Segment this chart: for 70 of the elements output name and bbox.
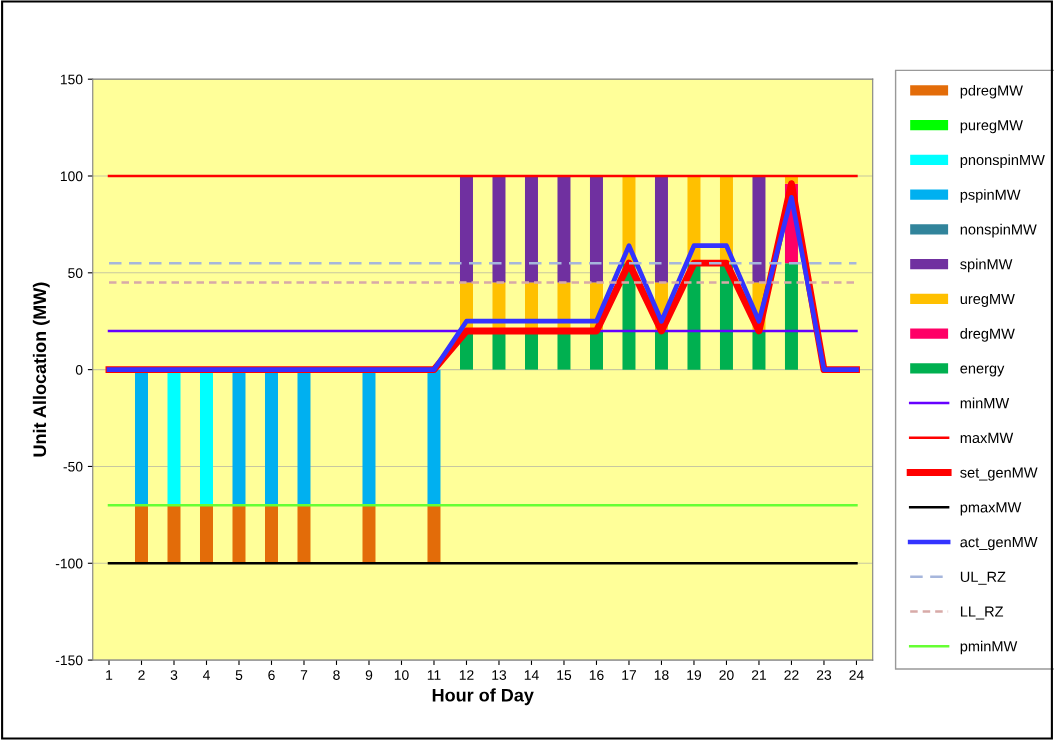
x-tick-label: 14	[524, 670, 539, 680]
x-tick-label: 11	[427, 670, 441, 680]
bar	[297, 505, 311, 564]
bar	[232, 505, 246, 564]
bar	[752, 176, 766, 283]
legend-label: pnonspinMW	[960, 154, 1045, 168]
bar	[589, 330, 603, 370]
x-tick-label: 17	[622, 670, 636, 680]
y-tick-label: 0	[75, 364, 83, 375]
legend-label: UL_RZ	[960, 571, 1006, 585]
x-tick-label: 2	[138, 670, 145, 680]
y-tick-label: -150	[55, 655, 83, 666]
bar	[362, 505, 376, 564]
bar	[654, 330, 668, 370]
x-tick-label: 9	[365, 670, 373, 680]
bar	[589, 176, 603, 283]
x-tick-label: 4	[202, 670, 210, 680]
legend-label: act_genMW	[960, 537, 1038, 551]
bar	[557, 176, 571, 283]
legend-label: pdregMW	[960, 84, 1023, 99]
x-tick-label: 22	[784, 670, 799, 680]
legend-label: pspinMW	[960, 189, 1021, 203]
x-tick-label: 21	[751, 670, 767, 680]
x-tick-label: 24	[849, 670, 864, 680]
bar	[427, 505, 441, 564]
legend-label: dregMW	[960, 328, 1015, 342]
bar	[752, 330, 766, 370]
legend-label: uregMW	[960, 293, 1015, 307]
bar	[459, 176, 473, 283]
legend-label: spinMW	[960, 258, 1013, 273]
legend-label: energy	[960, 365, 1005, 377]
legend-label: maxMW	[960, 432, 1014, 444]
legend-label: nonspinMW	[960, 223, 1037, 238]
bar	[492, 176, 506, 283]
x-tick-label: 16	[589, 670, 604, 680]
legend-label: pmaxMW	[960, 502, 1022, 516]
y-axis-title: Unit Allocation (MW)	[32, 282, 50, 457]
y-tick-label: -100	[55, 558, 83, 569]
x-tick-label: 7	[300, 670, 308, 680]
y-tick-label: -50	[63, 461, 83, 472]
x-tick-label: 10	[394, 670, 409, 680]
y-tick-label: 100	[60, 171, 83, 182]
x-tick-label: 23	[816, 670, 832, 680]
bar	[427, 369, 441, 506]
x-tick-label: 5	[235, 670, 243, 680]
x-tick-label: 13	[492, 670, 507, 680]
bar	[167, 505, 181, 564]
y-tick-label: 150	[60, 74, 83, 85]
bar	[524, 176, 538, 283]
x-tick-label: 20	[719, 670, 734, 680]
legend-label: LL_RZ	[960, 606, 1004, 620]
legend-label: pminMW	[960, 640, 1018, 655]
bar	[784, 263, 798, 370]
x-tick-label: 19	[687, 670, 702, 680]
y-tick-label: 50	[68, 268, 83, 278]
bar	[264, 505, 278, 564]
x-tick-label: 3	[170, 670, 178, 680]
legend-label: minMW	[960, 397, 1010, 409]
bar	[135, 505, 148, 564]
x-tick-label: 6	[268, 670, 275, 680]
bar	[654, 176, 668, 283]
x-tick-label: 12	[459, 670, 474, 680]
x-tick-label: 8	[333, 670, 340, 680]
x-tick-label: 15	[557, 670, 572, 680]
x-tick-label: 1	[106, 670, 113, 680]
legend-label: puregMW	[960, 120, 1023, 134]
x-tick-label: 18	[654, 670, 669, 680]
x-axis-title: Hour of Day	[432, 688, 534, 706]
bar	[200, 505, 213, 564]
legend-label: set_genMW	[960, 467, 1038, 481]
